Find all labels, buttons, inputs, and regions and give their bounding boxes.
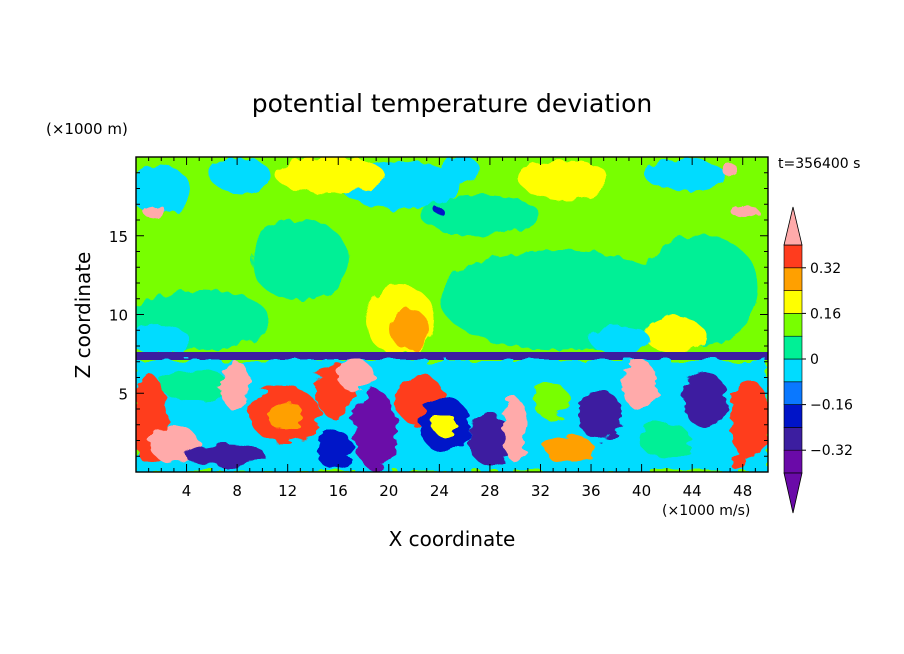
- colorbar-band: [783, 449, 803, 474]
- interface-band: [136, 352, 768, 360]
- colorbar-band: [783, 244, 803, 269]
- upper-blob: [420, 195, 540, 235]
- y-tick-label: 10: [109, 307, 128, 325]
- eddy: [353, 390, 397, 470]
- x-tick-label: 20: [379, 482, 398, 500]
- eddy: [185, 443, 265, 467]
- y-axis-label: Z coordinate: [71, 252, 95, 379]
- colorbar-min-arrow: [783, 472, 803, 514]
- eddy: [578, 390, 622, 440]
- y-tick-label: 15: [109, 228, 128, 246]
- eddy: [433, 413, 457, 437]
- upper-blob: [440, 250, 680, 350]
- upper-blob: [210, 157, 270, 193]
- colorbar-band: [783, 427, 803, 451]
- x-tick-label: 4: [182, 482, 192, 500]
- upper-blob: [520, 160, 610, 200]
- colorbar-label: 0: [810, 352, 819, 368]
- upper-layer: [136, 157, 760, 355]
- colorbar-band: [783, 404, 803, 428]
- colorbar-band: [783, 313, 803, 337]
- colorbar-band: [783, 335, 803, 360]
- eddy: [622, 360, 658, 410]
- colorbar-label: −0.16: [810, 398, 853, 414]
- y-tick-label: 5: [118, 385, 128, 403]
- upper-blob: [275, 157, 385, 193]
- colorbar-label: 0.16: [810, 306, 841, 322]
- eddy: [532, 382, 568, 418]
- eddy: [220, 360, 250, 410]
- upper-blob: [390, 310, 430, 350]
- upper-blob: [250, 220, 350, 300]
- upper-blob: [136, 165, 190, 215]
- eddy: [640, 422, 690, 458]
- upper-blob: [440, 157, 480, 184]
- colorbar-band: [783, 267, 803, 291]
- x-tick-label: 44: [683, 482, 702, 500]
- eddy: [337, 359, 373, 391]
- y-unit-label: (×1000 m): [46, 120, 128, 138]
- eddy: [267, 400, 303, 430]
- eddy: [545, 436, 595, 464]
- time-label: t=356400 s: [778, 156, 860, 172]
- upper-blob: [136, 326, 190, 354]
- colorbar-band: [783, 358, 803, 383]
- eddy: [730, 380, 768, 460]
- eddy: [683, 372, 727, 428]
- eddy: [730, 454, 746, 470]
- upper-blob: [731, 206, 759, 218]
- x-tick-label: 24: [430, 482, 449, 500]
- upper-blob: [143, 206, 167, 218]
- x-tick-label: 12: [278, 482, 297, 500]
- eddy: [160, 369, 230, 401]
- heatmap-field: [136, 157, 768, 472]
- eddy: [503, 398, 527, 462]
- colorbar-band: [783, 381, 803, 405]
- colorbar-label: 0.32: [810, 261, 841, 277]
- x-tick-label: 16: [329, 482, 348, 500]
- colorbar: 0.32 0.16 0 −0.16 −0.32: [783, 206, 853, 514]
- colorbar-max-arrow: [783, 206, 803, 246]
- upper-blob: [645, 159, 725, 191]
- axis-ticks: [136, 157, 768, 472]
- x-tick-label: 36: [581, 482, 600, 500]
- chart-title: potential temperature deviation: [252, 89, 652, 118]
- x-axis-label: X coordinate: [389, 527, 516, 551]
- upper-blob: [436, 208, 444, 216]
- x-tick-label: 32: [531, 482, 550, 500]
- x-tick-label: 48: [733, 482, 752, 500]
- x-tick-label: 28: [480, 482, 499, 500]
- upper-blob: [590, 326, 650, 354]
- x-unit-label: (×1000 m/s): [662, 503, 750, 519]
- eddy: [468, 415, 512, 465]
- upper-blob: [645, 317, 705, 353]
- colorbar-band: [783, 290, 803, 314]
- x-tick-label: 40: [632, 482, 651, 500]
- eddy: [317, 430, 353, 470]
- x-tick-label: 8: [232, 482, 242, 500]
- lower-layer: [136, 359, 768, 472]
- upper-blob: [722, 164, 738, 176]
- colorbar-label: −0.32: [810, 443, 853, 459]
